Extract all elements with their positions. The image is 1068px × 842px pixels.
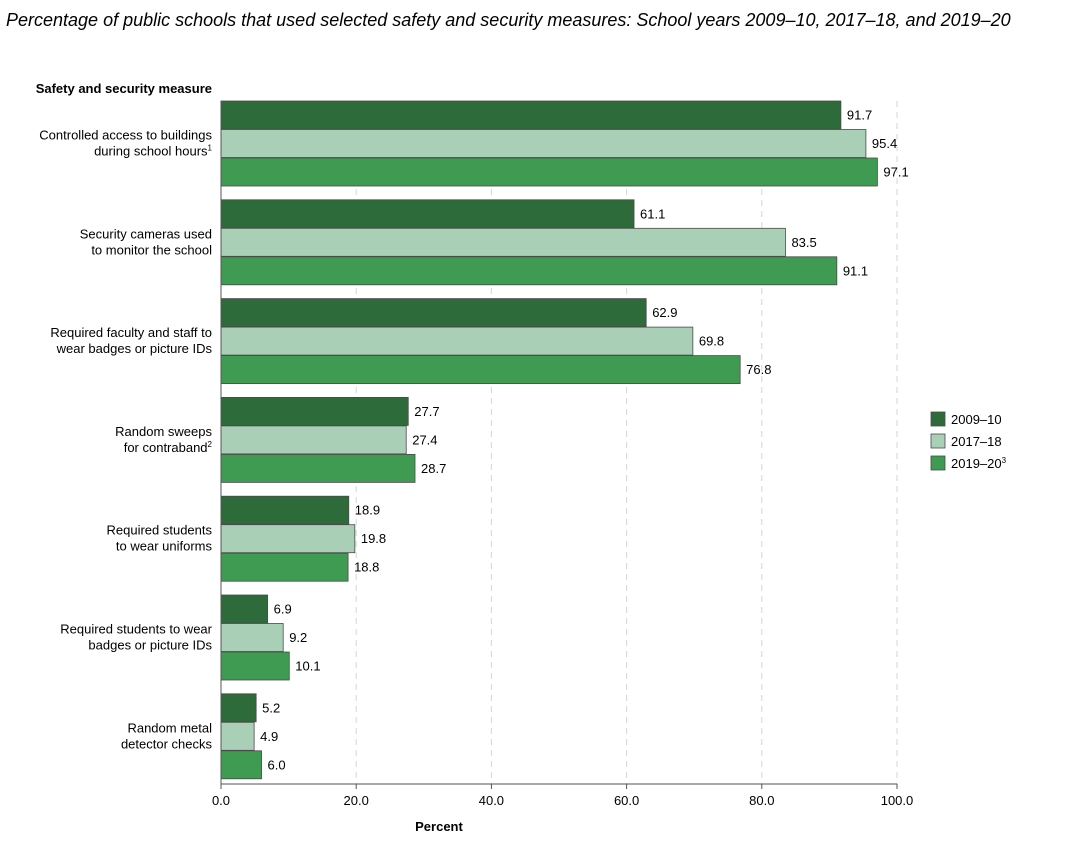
bar xyxy=(220,199,635,229)
bar xyxy=(220,524,356,554)
data-label: 62.9 xyxy=(652,305,677,320)
category-label: Required faculty and staff to xyxy=(50,325,212,340)
bars xyxy=(220,100,878,780)
data-label: 95.4 xyxy=(872,136,897,151)
bar xyxy=(220,623,284,652)
legend-label: 2009–10 xyxy=(951,412,1002,427)
data-label: 18.8 xyxy=(354,560,379,575)
bar xyxy=(220,495,350,525)
category-label: to wear uniforms xyxy=(116,539,213,554)
bar xyxy=(220,157,878,187)
x-tick-label: 100.0 xyxy=(881,793,914,808)
data-label: 76.8 xyxy=(746,362,771,377)
bar xyxy=(220,256,838,286)
legend-label: 2019–203 xyxy=(951,456,1007,471)
data-label: 97.1 xyxy=(883,165,908,180)
x-tick-label: 40.0 xyxy=(479,793,504,808)
legend-swatch xyxy=(930,433,946,449)
footnote-marker: 3 xyxy=(1002,456,1007,465)
category-axis-title: Safety and security measure xyxy=(36,81,212,96)
data-label: 91.7 xyxy=(847,108,872,123)
data-label: 9.2 xyxy=(289,630,307,645)
data-label: 10.1 xyxy=(295,659,320,674)
value-labels: 91.795.4 97.1 61.1 83.5 91.1 62.9 69.8 76.8 27.7… xyxy=(260,108,909,773)
data-label: 19.8 xyxy=(361,531,386,546)
x-tick-label: 80.0 xyxy=(749,793,774,808)
bar xyxy=(220,298,647,328)
category-label: Random sweeps xyxy=(115,424,212,439)
legend-swatch xyxy=(930,411,946,427)
data-label: 5.2 xyxy=(262,700,280,715)
bar xyxy=(220,651,290,681)
category-label: for contraband2 xyxy=(124,440,213,455)
data-label: 61.1 xyxy=(640,206,665,221)
bar xyxy=(220,129,867,158)
bar xyxy=(220,425,407,455)
x-axis: 0.0 20.0 40.0 60.0 80.0 100.0 Percent xyxy=(212,783,914,834)
category-label: detector checks xyxy=(121,736,213,751)
category-label: during school hours1 xyxy=(94,144,212,159)
legend-label: 2017–18 xyxy=(951,434,1002,449)
footnote-marker: 2 xyxy=(208,440,213,449)
data-label: 69.8 xyxy=(699,334,724,349)
category-label: to monitor the school xyxy=(91,242,212,257)
footnote-marker: 1 xyxy=(208,144,213,153)
x-tick-label: 60.0 xyxy=(614,793,639,808)
bar xyxy=(220,100,842,130)
data-label: 28.7 xyxy=(421,461,446,476)
category-label: wear badges or picture IDs xyxy=(56,341,213,356)
data-label: 83.5 xyxy=(791,235,816,250)
bar xyxy=(220,396,409,426)
legend-swatch xyxy=(930,455,946,471)
legend: 2009–10 2017–18 2019–203 xyxy=(930,411,1007,471)
bar xyxy=(220,721,255,751)
category-label: Controlled access to buildings xyxy=(39,128,212,143)
data-label: 6.9 xyxy=(274,602,292,617)
bar xyxy=(220,594,269,624)
bar xyxy=(220,552,349,582)
bar xyxy=(220,453,416,483)
x-tick-label: 0.0 xyxy=(212,793,230,808)
bar xyxy=(220,750,262,780)
category-label: Required students xyxy=(106,523,212,538)
category-label: Security cameras used xyxy=(80,226,212,241)
data-label: 27.4 xyxy=(412,432,437,447)
x-axis-title: Percent xyxy=(415,819,463,834)
data-label: 4.9 xyxy=(260,729,278,744)
bar xyxy=(220,326,694,356)
data-label: 18.9 xyxy=(355,503,380,518)
data-label: 27.7 xyxy=(414,404,439,419)
x-tick-label: 20.0 xyxy=(344,793,369,808)
data-label: 6.0 xyxy=(268,757,286,772)
bar xyxy=(220,693,257,723)
category-label: badges or picture IDs xyxy=(88,638,212,653)
bar xyxy=(220,227,786,257)
chart-title: Percentage of public schools that used s… xyxy=(6,10,1011,30)
category-label: Required students to wear xyxy=(60,622,212,637)
category-label: Random metal xyxy=(127,720,212,735)
bar xyxy=(220,355,741,385)
data-label: 91.1 xyxy=(843,263,868,278)
